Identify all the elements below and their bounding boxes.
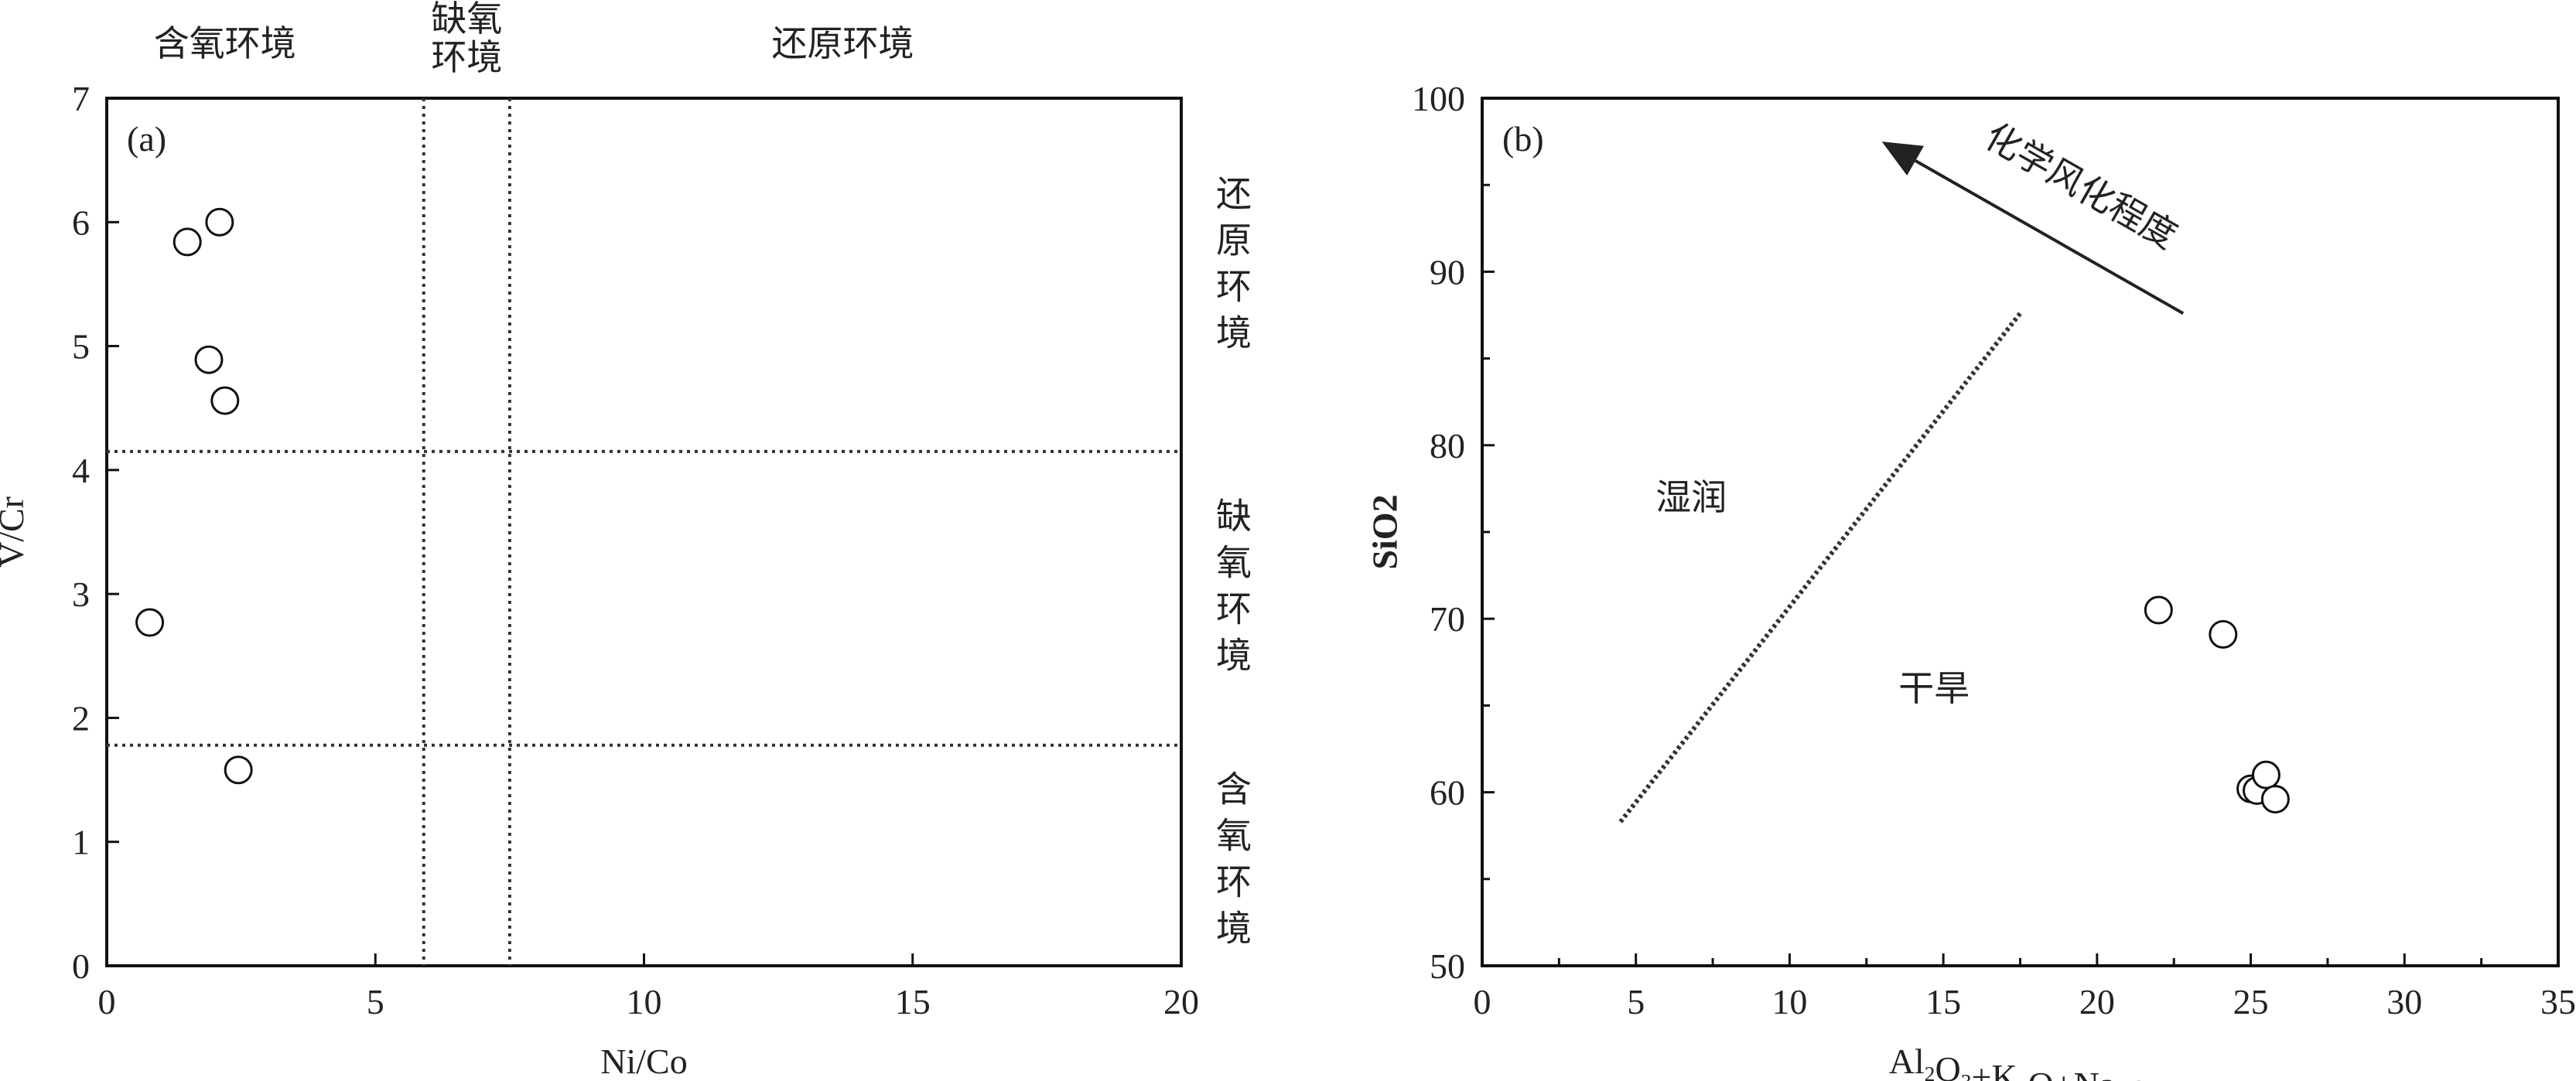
y-axis-label: V/Cr: [0, 496, 31, 568]
y-tick-label: 0: [72, 946, 90, 986]
x-axis-label: Ni/Co: [600, 1042, 687, 1081]
y-tick-label: 100: [1412, 79, 1465, 118]
arrow-label: 化学风化程度: [1978, 114, 2184, 257]
y-tick-label: 6: [72, 203, 90, 242]
y-tick-label: 90: [1430, 252, 1465, 292]
x-axis-label: Al2O3+K2O+Na2O: [1889, 1042, 2152, 1081]
y-tick-label: 60: [1430, 773, 1465, 813]
plot-frame: [1481, 97, 2560, 967]
x-tick-label: 10: [1771, 982, 1807, 1021]
y-tick-label: 70: [1430, 599, 1465, 639]
panel-label: (b): [1502, 119, 1544, 159]
data-point: [2260, 785, 2290, 814]
region-label: 干旱: [1898, 667, 1970, 709]
x-tick-label: 30: [2386, 982, 2422, 1021]
data-point: [2209, 619, 2238, 649]
weathering-arrow-shaft: [1915, 159, 2185, 315]
data-point: [210, 386, 240, 415]
data-point: [135, 608, 165, 637]
x-tick-label: 20: [2079, 982, 2115, 1021]
x-tick-label: 35: [2540, 982, 2576, 1021]
zone-label-top: 缺氧环境: [431, 0, 502, 78]
data-point: [224, 755, 253, 785]
y-tick-label: 5: [72, 327, 90, 367]
y-tick-label: 2: [72, 698, 90, 738]
zone-label-right-anoxic: 缺氧环境: [1211, 497, 1252, 683]
zone-label-right-oxic: 含氧环境: [1211, 770, 1252, 956]
chart-a: 0 5 10 15 20 0 1 2 3 4 5 6 7 (a) Ni/Co V/Cr 含氧环境 缺氧环境 还原环境: [0, 0, 1199, 1081]
plot-frame: [105, 97, 1183, 967]
zone-label-right-reducing: 还原环境: [1211, 175, 1252, 360]
data-point: [2144, 595, 2173, 625]
x-tick-label: 15: [1925, 982, 1961, 1021]
data-point: [205, 207, 234, 237]
zone-label-top: 含氧环境: [154, 22, 296, 64]
climate-boundary-line: [1618, 312, 2022, 824]
y-tick-label: 80: [1430, 426, 1465, 465]
y-tick-label: 3: [72, 575, 90, 614]
y-tick-label: 7: [72, 79, 90, 118]
x-tick-label: 0: [1474, 982, 1491, 1021]
x-tick-label: 5: [367, 982, 384, 1021]
data-point: [194, 345, 224, 374]
x-tick-label: 0: [98, 982, 116, 1021]
x-tick-label: 15: [895, 982, 931, 1021]
y-tick-label: 50: [1430, 946, 1465, 986]
y-axis-label-b: SiO2: [1365, 494, 1405, 570]
data-point: [173, 227, 202, 257]
region-label: 湿润: [1655, 476, 1727, 518]
x-tick-label: 5: [1627, 982, 1645, 1021]
y-tick-label: 4: [72, 451, 90, 490]
chart-b: 0 5 10 15 20 25 30 35 50 60 70 80 90 100 (b) Al2O3+K2O+…: [1412, 79, 2576, 1081]
panel-label: (a): [127, 119, 166, 159]
x-tick-label: 20: [1163, 982, 1199, 1021]
zone-label-top: 还原环境: [771, 22, 914, 64]
data-point: [2251, 760, 2280, 789]
x-tick-label: 25: [2233, 982, 2269, 1021]
y-tick-label: 1: [72, 823, 90, 862]
x-tick-label: 10: [627, 982, 662, 1021]
weathering-arrow-head-icon: [1881, 142, 1924, 176]
